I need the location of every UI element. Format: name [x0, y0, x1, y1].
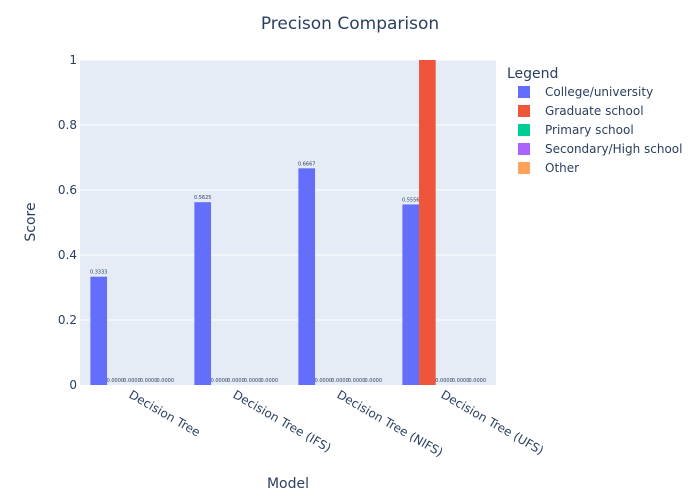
legend-swatch[interactable]	[518, 124, 530, 136]
bar-data-label: 0.0000	[244, 378, 262, 384]
legend-swatch[interactable]	[518, 143, 530, 155]
y-axis-title: Score	[23, 202, 39, 241]
bar-data-label: 0.6667	[298, 161, 316, 167]
bar-data-label: 0.0000	[227, 378, 245, 384]
bars	[90, 60, 436, 385]
x-tick-labels: Decision Tree Decision Tree (IFS) Decision…	[127, 387, 547, 459]
legend-swatch[interactable]	[518, 162, 530, 174]
bar-data-label: 0.0000	[348, 378, 366, 384]
legend-label[interactable]: College/university	[545, 85, 653, 99]
bar-data-label: 0.0000	[157, 378, 175, 384]
bar-data-label: 0.0000	[435, 378, 453, 384]
bar-data-label: 0.5556	[402, 197, 420, 203]
bar-data-label: 0.0000	[211, 378, 229, 384]
y-tick-label: 0	[69, 378, 77, 392]
bar-data-label: 0.0000	[452, 378, 470, 384]
x-axis-title: Model	[267, 476, 309, 492]
bar[interactable]	[419, 60, 436, 385]
bar-data-label: 0.0000	[469, 378, 487, 384]
y-tick-label: 0.6	[58, 183, 77, 197]
y-tick-label: 0.8	[58, 118, 77, 132]
legend-swatch[interactable]	[518, 86, 530, 98]
chart-title: Precison Comparison	[261, 14, 439, 34]
x-tick-label: Decision Tree (UFS)	[439, 387, 547, 457]
legend[interactable]: College/university Graduate school Primary…	[518, 85, 682, 175]
bar-data-label: 0.0000	[365, 378, 383, 384]
legend-label[interactable]: Secondary/High school	[545, 142, 682, 156]
bar-data-label: 0.3333	[90, 270, 108, 276]
legend-label[interactable]: Other	[545, 161, 579, 175]
bar-data-label: 0.0000	[331, 378, 349, 384]
x-tick-label: Decision Tree	[127, 387, 203, 439]
bar[interactable]	[298, 168, 316, 385]
legend-swatch[interactable]	[518, 105, 530, 117]
y-tick-label: 0.4	[58, 248, 77, 262]
x-tick-label: Decision Tree (IFS)	[231, 387, 334, 455]
y-tick-label: 1	[69, 53, 77, 67]
bar[interactable]	[90, 276, 108, 385]
legend-label[interactable]: Graduate school	[545, 104, 644, 118]
bar-data-label: 0.0000	[315, 378, 333, 384]
y-tick-label: 0.2	[58, 313, 77, 327]
bar[interactable]	[194, 202, 212, 385]
x-tick-label: Decision Tree (NIFS)	[335, 387, 446, 459]
bar[interactable]	[402, 204, 420, 385]
bar-data-label: 0.0000	[107, 378, 125, 384]
bar-data-label: 0.0000	[123, 378, 141, 384]
bar-data-label: 0.5625	[194, 195, 212, 201]
legend-title: Legend	[507, 66, 558, 82]
bar-data-label: 0.0000	[140, 378, 158, 384]
legend-label[interactable]: Primary school	[545, 123, 634, 137]
bar-data-label: 0.0000	[261, 378, 279, 384]
y-tick-labels: 0 0.2 0.4 0.6 0.8 1	[58, 53, 77, 392]
